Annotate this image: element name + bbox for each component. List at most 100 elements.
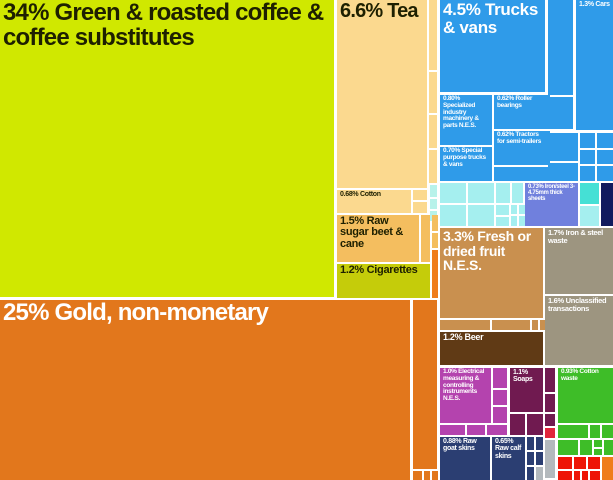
treemap-cell-cyan-tiny-2[interactable] xyxy=(430,199,437,209)
treemap-cell-maroon-sm-3[interactable] xyxy=(545,368,555,392)
treemap-cell-tea-col-4[interactable] xyxy=(429,150,437,183)
treemap-cell-blue-unl-7[interactable] xyxy=(597,133,613,148)
treemap-cell-orchid-sm-5[interactable] xyxy=(467,425,485,435)
treemap-cell-blue-unl-2[interactable] xyxy=(494,167,550,181)
treemap-cell-blue-unl-1[interactable] xyxy=(548,0,573,95)
treemap-cell-cyan-tiny-1[interactable] xyxy=(430,185,437,197)
treemap-cell-turquoise-unl[interactable] xyxy=(580,183,599,204)
treemap-cell-orchid-sm-4[interactable] xyxy=(440,425,465,435)
treemap-cell-maroon-sm-2[interactable] xyxy=(527,414,543,435)
treemap-cell-cars[interactable]: 1.3% Cars xyxy=(576,0,613,130)
treemap-cell-tea-col-2[interactable] xyxy=(429,72,437,113)
treemap-cell-iron-steel-waste[interactable]: 1.7% Iron & steel waste xyxy=(545,228,613,294)
treemap-cell-navy-sm-1[interactable] xyxy=(527,437,534,450)
treemap-cell-green-sm-7[interactable] xyxy=(594,449,602,455)
treemap-cell-fresh-dried-fruit[interactable]: 3.3% Fresh or dried fruit N.E.S. xyxy=(440,228,543,318)
treemap-cell-cotton-waste[interactable]: 0.93% Cotton waste xyxy=(558,368,613,423)
treemap-cell-ltblue-3[interactable] xyxy=(496,183,510,203)
treemap-cell-tea-col-1[interactable] xyxy=(429,0,437,70)
treemap-cell-ltblue-1[interactable] xyxy=(440,183,466,203)
treemap-cell-red-sm-1[interactable] xyxy=(558,457,572,469)
treemap-cell-orchid-sm-1[interactable] xyxy=(493,368,507,388)
treemap-cell-electrical-measuring-instruments[interactable]: 1.0% Electrical measuring & controlling … xyxy=(440,368,491,423)
treemap-cell-ltblue-2[interactable] xyxy=(468,183,494,203)
treemap-cell-blue-unl-4[interactable] xyxy=(548,133,578,161)
treemap-cell-green-sm-8[interactable] xyxy=(604,440,613,455)
treemap-cell-beer[interactable]: 1.2% Beer xyxy=(440,332,543,365)
treemap-cell-sugar-sm-3[interactable] xyxy=(432,233,438,248)
treemap-cell-blue-unl-10[interactable] xyxy=(580,166,595,181)
treemap-cell-ltblue-5[interactable] xyxy=(440,205,466,226)
treemap-cell-ltblue-10[interactable] xyxy=(519,205,525,214)
treemap-cell-raw-goat-skins[interactable]: 0.88% Raw goat skins xyxy=(440,437,490,480)
treemap-cell-special-purpose-trucks-vans[interactable]: 0.70% Special purpose trucks & vans xyxy=(440,147,492,181)
treemap-cell-maroon-sm-4[interactable] xyxy=(545,394,555,412)
treemap-cell-blue-unl-3[interactable] xyxy=(548,97,573,129)
treemap-cell-red-sm-7[interactable] xyxy=(590,471,600,480)
treemap-cell-orchid-sm-3[interactable] xyxy=(493,407,507,423)
treemap-cell-specialized-industry-machinery[interactable]: 0.80% Specialized industry machinery & p… xyxy=(440,95,492,145)
treemap-cell-gold-tiny-1[interactable] xyxy=(413,471,422,480)
treemap-cell-blue-unl-8[interactable] xyxy=(580,150,595,164)
treemap-cell-ltblue-6[interactable] xyxy=(468,205,494,226)
treemap-cell-raw-sugar-beet-cane[interactable]: 1.5% Raw sugar beet & cane xyxy=(337,215,419,262)
treemap-cell-gold-non-monetary[interactable]: 25% Gold, non-monetary xyxy=(0,300,410,480)
treemap-cell-green-sm-1[interactable] xyxy=(558,425,588,438)
treemap-cell-blue-unl-6[interactable] xyxy=(580,133,595,148)
treemap-cell-ltblue-7[interactable] xyxy=(496,205,509,215)
treemap-cell-ltblue-11[interactable] xyxy=(511,216,517,226)
treemap-cell-ltblue-9[interactable] xyxy=(511,205,517,214)
treemap-cell-red-sm-2[interactable] xyxy=(574,457,586,469)
treemap-cell-red-sm-5[interactable] xyxy=(574,471,580,480)
treemap-cell-ltblue-12[interactable] xyxy=(519,216,525,226)
treemap-cell-navy-sm-5[interactable] xyxy=(527,467,534,480)
treemap-cell-orchid-sm-2[interactable] xyxy=(493,390,507,405)
treemap-cell-maroon-sm-1[interactable] xyxy=(510,414,525,435)
treemap-cell-tea-col-3[interactable] xyxy=(429,115,437,148)
treemap-cell-green-sm-4[interactable] xyxy=(558,440,578,455)
treemap-cell-cotton[interactable]: 0.68% Cotton xyxy=(337,190,411,213)
treemap-cell-blue-unl-9[interactable] xyxy=(597,150,613,164)
treemap-cell-red-sm-3[interactable] xyxy=(588,457,600,469)
treemap-cell-roller-bearings[interactable]: 0.62% Roller bearings xyxy=(494,95,550,129)
treemap-cell-cotton-sm-1[interactable] xyxy=(413,190,427,200)
treemap-cell-green-sm-6[interactable] xyxy=(594,440,602,447)
treemap-cell-ltblue-13[interactable] xyxy=(580,206,599,226)
treemap-cell-fruit-strip-2[interactable] xyxy=(492,320,530,330)
treemap-cell-tractors-semi-trailers[interactable]: 0.62% Tractors for semi-trailers xyxy=(494,131,550,165)
treemap-cell-iron-steel-sheets[interactable]: 0.73% Iron/steel 3-4.75mm thick sheets xyxy=(525,183,578,226)
treemap-cell-green-sm-3[interactable] xyxy=(602,425,613,438)
treemap-cell-green-sm-5[interactable] xyxy=(580,440,592,455)
treemap-cell-trucks-vans[interactable]: 4.5% Trucks & vans xyxy=(440,0,545,92)
treemap-cell-blue-unl-11[interactable] xyxy=(597,166,613,181)
treemap-cell-gray-sm-1[interactable] xyxy=(536,467,543,480)
treemap-cell-tea[interactable]: 6.6% Tea xyxy=(337,0,427,188)
treemap-cell-cotton-sm-2[interactable] xyxy=(413,202,427,213)
treemap-cell-ltblue-8[interactable] xyxy=(496,217,509,226)
treemap-cell-red-sm-6[interactable] xyxy=(582,471,588,480)
treemap-cell-navy-sm-2[interactable] xyxy=(536,437,543,450)
treemap-cell-red-striped-sm[interactable] xyxy=(545,428,555,438)
treemap-cell-fruit-strip-1[interactable] xyxy=(440,320,490,330)
treemap-cell-navy-dark-unl[interactable] xyxy=(601,183,613,226)
treemap-cell-unclassified-transactions[interactable]: 1.6% Unclassified transactions xyxy=(545,296,613,365)
treemap-cell-gray-col[interactable] xyxy=(545,440,555,478)
treemap-cell-sugar-sm-1[interactable] xyxy=(421,215,430,262)
treemap-cell-raw-calf-skins[interactable]: 0.65% Raw calf skins xyxy=(492,437,525,480)
treemap-cell-cigarettes[interactable]: 1.2% Cigarettes xyxy=(337,264,430,298)
treemap-cell-maroon-sm-5[interactable] xyxy=(545,414,555,426)
treemap-cell-sugar-sm-orange[interactable] xyxy=(432,250,438,298)
treemap-cell-sugar-sm-2[interactable] xyxy=(432,215,438,231)
treemap-cell-gold-tiny-2[interactable] xyxy=(424,471,430,480)
treemap-cell-red-sm-4[interactable] xyxy=(558,471,572,480)
treemap-cell-fruit-strip-4[interactable] xyxy=(540,320,546,330)
treemap-cell-orchid-sm-6[interactable] xyxy=(487,425,507,435)
treemap-cell-ltblue-4[interactable] xyxy=(512,183,523,203)
treemap-cell-navy-sm-4[interactable] xyxy=(536,452,543,465)
treemap-cell-gold-col-2[interactable] xyxy=(413,300,437,469)
treemap-cell-gold-tiny-3[interactable] xyxy=(432,471,438,480)
treemap-cell-navy-sm-3[interactable] xyxy=(527,452,534,465)
treemap-cell-soaps[interactable]: 1.1% Soaps xyxy=(510,368,543,412)
treemap-cell-fruit-strip-3[interactable] xyxy=(532,320,538,330)
treemap-cell-orange-sm-1[interactable] xyxy=(602,457,613,480)
